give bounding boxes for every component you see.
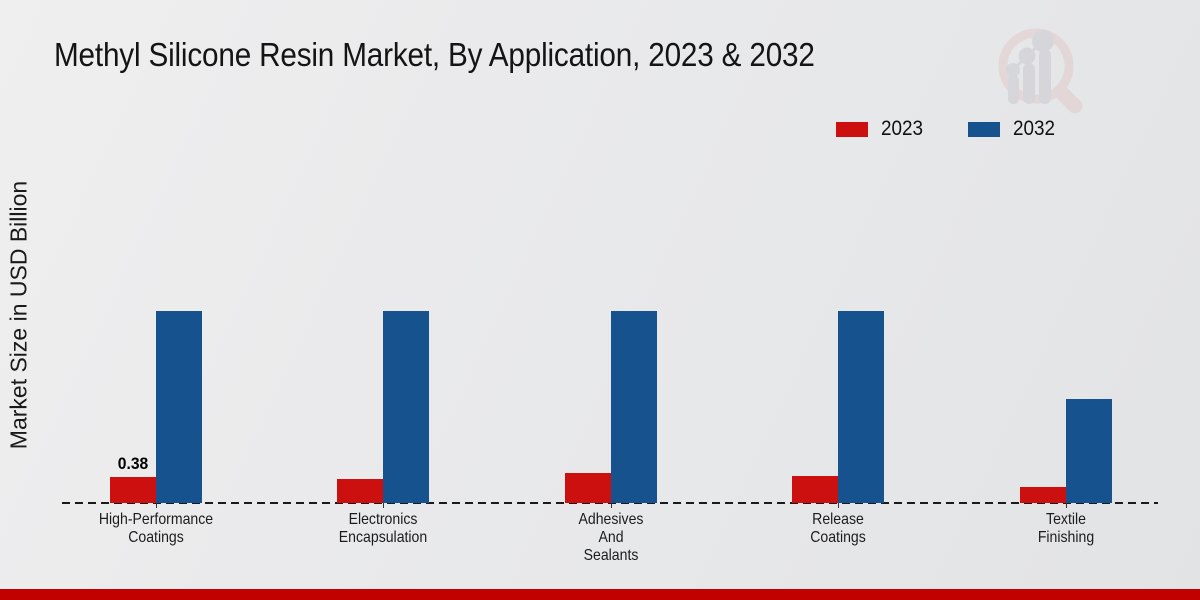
bar-2023-4 [1019, 487, 1066, 503]
chart-title: Methyl Silicone Resin Market, By Applica… [54, 36, 815, 73]
bar-2032-4 [1065, 399, 1112, 503]
x-axis-tick-4 [1065, 503, 1067, 508]
bar-2032-3 [838, 310, 885, 503]
bar-2023-2 [564, 472, 611, 503]
legend-label-2023: 2023 [881, 117, 924, 140]
bar-2023-1 [337, 479, 384, 503]
magnifier-bar-chart-logo [998, 28, 1083, 114]
x-axis-tick-2 [610, 503, 612, 508]
legend: 2023 2032 [836, 117, 1059, 141]
x-axis-tick-1 [383, 503, 385, 508]
category-label-4: Textile Finishing [1037, 511, 1094, 546]
legend-item-2023: 2023 [836, 117, 928, 141]
legend-swatch-2032 [967, 121, 1000, 137]
y-axis-label: Market Size in USD Billion [5, 180, 32, 450]
category-label-3: Release Coatings [810, 511, 866, 546]
bar-2023-0 [110, 477, 156, 503]
category-label-2: Adhesives And Sealants [578, 511, 644, 564]
footer-stripe [0, 589, 1200, 600]
bar-2032-0 [156, 310, 202, 503]
legend-swatch-2023 [836, 121, 868, 137]
bar-value-label-2023-0: 0.38 [117, 454, 149, 473]
bar-2023-3 [792, 476, 839, 503]
x-axis-tick-0 [156, 503, 157, 508]
category-label-0: High-Performance Coatings [98, 511, 214, 546]
bar-2032-1 [383, 310, 430, 503]
bar-2032-2 [610, 310, 657, 503]
x-axis-baseline [62, 502, 1158, 504]
category-label-1: Electronics Encapsulation [339, 511, 428, 546]
legend-label-2032: 2032 [1012, 117, 1055, 140]
x-axis-tick-3 [838, 503, 840, 508]
legend-item-2032: 2032 [967, 117, 1060, 141]
